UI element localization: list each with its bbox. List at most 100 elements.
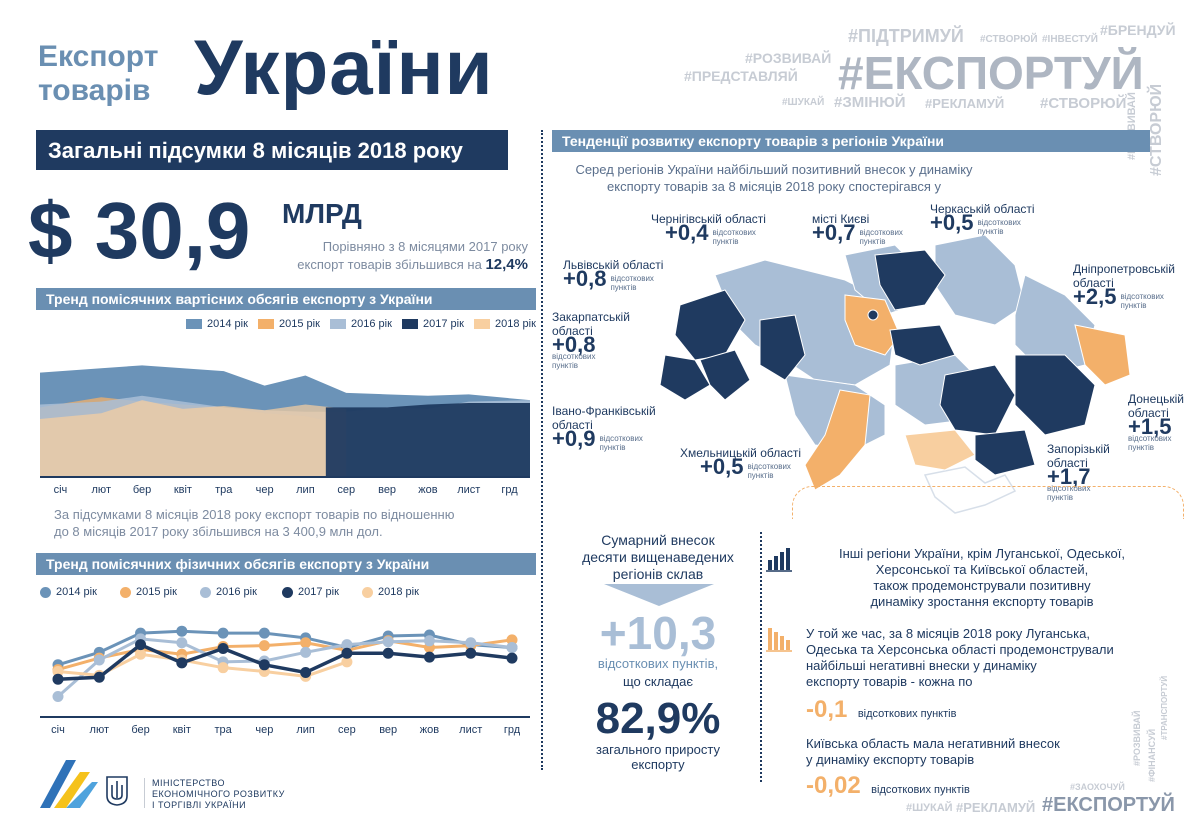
data-point [93, 654, 105, 666]
region-kyiv-city: місті Києві +0,7 відсоткових пунктів [812, 212, 915, 246]
x-tick-label: лист [457, 484, 481, 496]
data-point [341, 656, 353, 668]
ministry-line3: І ТОРГІВЛІ УКРАЇНИ [152, 800, 247, 810]
legend-item-2017: 2017 рік [282, 586, 339, 598]
x-tick-label: лип [296, 724, 315, 736]
coat-of-arms-icon [106, 776, 128, 806]
data-point [52, 690, 64, 702]
growth-note-pct: 12,4% [485, 256, 528, 273]
region-unit: відсоткових пунктів [712, 227, 756, 246]
area-series-2017 [325, 403, 530, 477]
x-tick-label: сер [338, 724, 356, 736]
volume-line-chart [52, 625, 518, 702]
region-value: +0,8 [563, 266, 607, 291]
x-tick-label: вер [378, 484, 397, 496]
map-region [934, 235, 1026, 326]
legend-dot [282, 586, 293, 598]
legend-label: 2016 рік [216, 586, 257, 598]
region-khmelnytskyi: Хмельницькій області +0,5 відсоткових пун… [680, 446, 803, 480]
growth-note-line2: експорт товарів збільшився на [297, 257, 482, 272]
region-value: +1,7 [1047, 464, 1091, 489]
area-series-2018 [40, 400, 347, 477]
x-tick-label: вер [379, 724, 398, 736]
right-divider [760, 532, 762, 782]
total-pct-label: загального приросту експорту [560, 742, 756, 772]
data-point [465, 637, 477, 649]
regions-title: Тенденції розвитку експорту товарів з ре… [552, 130, 1150, 152]
negative-note-line1: У той же час, за 8 місяців 2018 року Луг… [806, 626, 1090, 641]
hashtag: #ЗМІНЮЙ [834, 94, 906, 111]
value-summary-line2: до 8 місяців 2017 року збільшився на 3 4… [54, 524, 383, 539]
ministry-name: МІНІСТЕРСТВО ЕКОНОМІЧНОГО РОЗВИТКУ І ТОР… [152, 778, 285, 811]
map-region [904, 429, 976, 471]
region-value: +2,5 [1073, 284, 1117, 309]
data-point [341, 639, 353, 651]
map-region [659, 354, 711, 401]
data-point [135, 639, 147, 651]
data-point [423, 635, 435, 647]
ukraine-map [659, 235, 1131, 514]
legend-dot [362, 586, 373, 598]
negative-note-line4: експорту товарів - кожна по [806, 674, 973, 689]
data-point [423, 651, 435, 663]
kyiv-city [867, 309, 879, 321]
value-summary-line1: За підсумками 8 місяців 2018 року експор… [54, 507, 455, 522]
legend-label: 2018 рік [495, 318, 536, 330]
total-intro-line2: десяти вищенаведених [582, 549, 734, 565]
hashtag: #СТВОРЮЙ [1148, 83, 1165, 176]
region-value: +0,5 [930, 210, 974, 235]
x-tick-label: тра [214, 724, 232, 736]
hashtag: #ШУКАЙ [906, 802, 953, 814]
negative-note-line2: Одеська та Херсонська області продемонст… [806, 642, 1114, 657]
hashtag: #ФІНАНСУЙ [1147, 728, 1157, 782]
map-region [714, 259, 896, 386]
legend-item-2017: 2017 рік [402, 318, 464, 330]
legend-swatch [474, 319, 490, 330]
x-tick-label: січ [53, 484, 68, 496]
hashtag: #РЕКЛАМУЙ [925, 96, 1005, 111]
region-unit: відсоткових пунктів [599, 433, 643, 452]
growth-note-line1: Порівняно з 8 місяцями 2017 року [322, 239, 528, 254]
total-pct-line2: експорту [631, 757, 685, 772]
volume-chart-axis [40, 716, 530, 718]
region-chernihiv: Чернігівській області +0,4 відсоткових пу… [651, 212, 768, 246]
kyiv-value-unit: відсоткових пунктів [871, 784, 970, 796]
data-point [258, 640, 270, 652]
map-region [874, 249, 946, 311]
data-point [258, 627, 270, 639]
column-divider [541, 130, 543, 770]
x-tick-label: січ [51, 724, 65, 736]
footer-divider [144, 778, 145, 808]
legend-label: 2014 рік [56, 586, 97, 598]
growth-note: Порівняно з 8 місяцями 2017 року експорт… [280, 238, 528, 274]
data-point [176, 637, 188, 649]
kyiv-note-line1: Київська область мала негативний внесок [806, 736, 1060, 751]
hashtag: #ТРАНСПОРТУЙ [1160, 675, 1169, 740]
data-point [52, 666, 64, 678]
region-value: +0,5 [700, 454, 744, 479]
data-point [135, 648, 147, 660]
region-value: +0,8 [552, 332, 596, 357]
positive-note-line4: динаміку зростання експорту товарів [870, 594, 1094, 609]
title-small-line2: товарів [38, 74, 151, 107]
positive-note-line2: Херсонської та Київської областей, [875, 562, 1089, 577]
x-tick-label: жов [419, 724, 440, 736]
map-region [1014, 354, 1096, 436]
region-name: Закарпатській області [552, 310, 630, 338]
title-small: Експорт товарів [38, 40, 158, 108]
x-tick-label: квіт [173, 484, 192, 496]
kyiv-value: -0,02 відсоткових пунктів [806, 772, 970, 800]
hashtag: #ІНВЕСТУЙ [1042, 34, 1098, 45]
legend-label: 2016 рік [351, 318, 392, 330]
map-region [1074, 324, 1131, 386]
x-tick-label: лют [91, 484, 111, 496]
hashtag: #СТВОРЮЙ [1040, 95, 1127, 112]
x-tick-label: жов [418, 484, 438, 496]
kyiv-value-number: -0,02 [806, 772, 861, 799]
x-tick-label: квіт [172, 724, 191, 736]
title-small-line1: Експорт [38, 40, 159, 73]
value-chart-axis [40, 476, 530, 478]
region-name: місті Києві [812, 212, 870, 226]
total-intro-line3: регіонів склав [612, 566, 704, 582]
ministry-line1: МІНІСТЕРСТВО [152, 778, 226, 788]
